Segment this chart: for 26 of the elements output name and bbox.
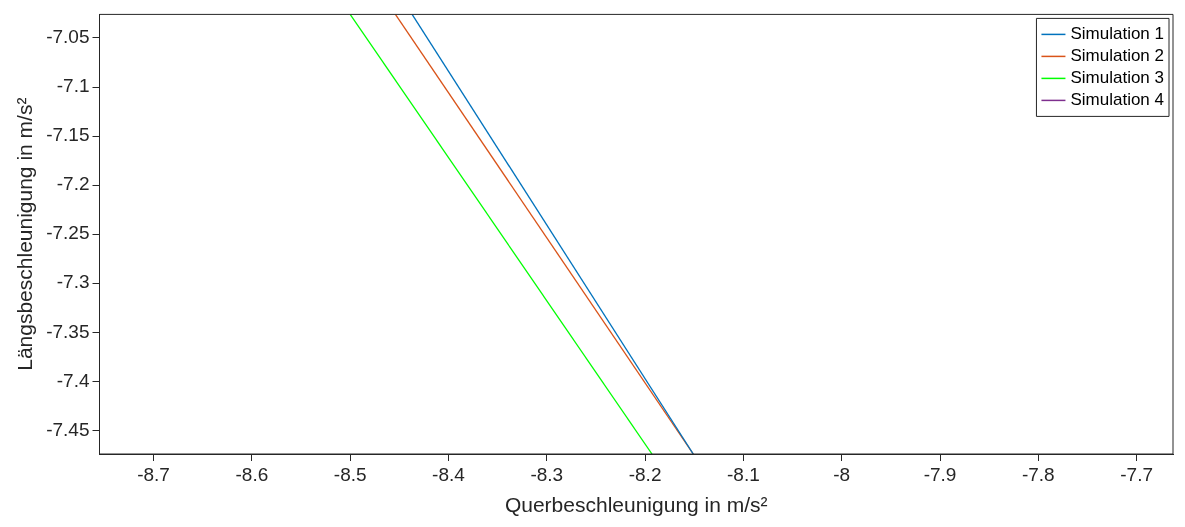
x-tick-label: -8.7 (137, 463, 170, 485)
x-tick-label: -8.5 (333, 463, 367, 485)
legend-label: Simulation 3 (1070, 68, 1165, 88)
x-tick-label: -8.2 (628, 463, 662, 485)
legend-label: Simulation 4 (1070, 90, 1165, 110)
y-tick-label: -7.2 (56, 173, 90, 195)
x-tick-label: -8.4 (432, 463, 466, 485)
x-tick-label: -8.6 (235, 463, 269, 485)
x-tick-label: -7.7 (1120, 463, 1153, 485)
y-tick-label: -7.25 (46, 222, 90, 244)
x-tick-label: -8 (833, 463, 851, 485)
legend-label: Simulation 1 (1070, 24, 1165, 44)
y-tick-label: -7.3 (56, 271, 90, 293)
y-tick-label: -7.4 (56, 369, 90, 391)
y-tick-label: -7.15 (46, 124, 90, 146)
y-tick-label: -7.45 (46, 418, 90, 440)
legend-label: Simulation 2 (1070, 46, 1165, 66)
y-tick-label: -7.35 (46, 320, 90, 342)
y-tick-label: -7.05 (46, 26, 90, 48)
x-tick-label: -8.1 (727, 463, 760, 485)
x-tick-label: -8.3 (530, 463, 564, 485)
y-tick-label: -7.1 (56, 75, 90, 97)
y-axis-title: Längsbeschleunigung in m/s² (13, 97, 37, 371)
x-axis-title: Querbeschleunigung in m/s² (504, 493, 768, 517)
x-tick-label: -7.9 (923, 463, 957, 485)
x-tick-label: -7.8 (1021, 463, 1055, 485)
